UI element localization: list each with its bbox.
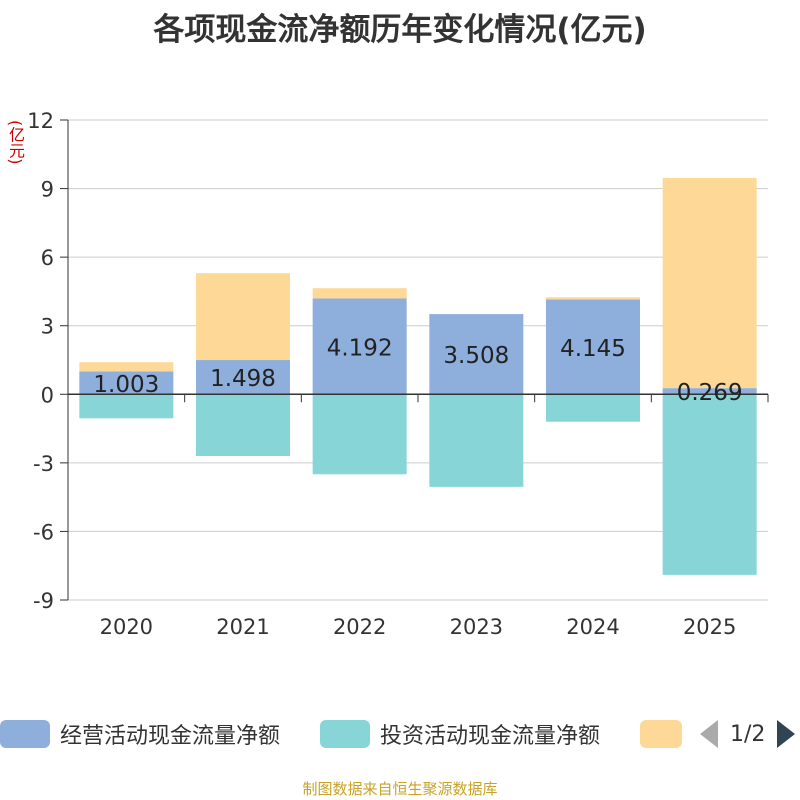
financing-bar [546,297,640,300]
data-label: 4.192 [327,335,393,361]
x-tick-label: 2022 [333,615,386,639]
investing-bar [79,394,174,419]
investing-bar [662,394,757,575]
y-tick-label: -6 [33,520,54,544]
legend-swatch-financing [640,720,682,748]
bar-chart: 12 9 6 3 0 -3 -6 -9 2020 2021 2022 2023 2024 2025 1.00… [27,109,769,639]
financing-bar [312,288,407,299]
financing-bar [662,177,757,389]
operating-bar [196,360,290,395]
legend-item-investing[interactable]: 投资活动现金流量净额 [320,716,600,752]
data-label: 1.498 [210,366,276,392]
x-tick-label: 2021 [216,615,269,639]
y-axis-unit-label: (亿元) [6,120,25,165]
y-tick-label: 12 [27,109,54,133]
operating-bar [79,371,174,395]
investing-bar [546,394,640,422]
y-tick-label: 9 [41,178,54,202]
y-tick-label: 0 [41,383,54,407]
x-tick-label: 2020 [100,615,153,639]
y-tick-label: 3 [41,315,54,339]
investing-bar [429,394,524,487]
data-label: 0.269 [677,380,743,406]
operating-bar [662,388,757,395]
legend-swatch-investing [320,720,370,748]
operating-bar [312,298,407,395]
data-source-note: 制图数据来自恒生聚源数据库 [302,780,498,798]
data-label: 4.145 [560,336,626,362]
operating-bar [429,314,524,395]
legend-pager: 1/2 [700,716,796,752]
legend-next-page-icon[interactable] [777,720,796,748]
investing-bar [196,394,290,456]
data-label: 3.508 [443,343,509,369]
legend-label-investing: 投资活动现金流量净额 [380,724,601,749]
x-tick-label: 2023 [450,615,503,639]
y-tick-label: -3 [33,452,54,476]
x-tick-label: 2024 [566,615,619,639]
chart-title: 各项现金流净额历年变化情况(亿元) [153,12,647,48]
legend-item-financing[interactable] [640,716,692,752]
legend: 经营活动现金流量净额 投资活动现金流量净额 1/2 [0,716,800,752]
legend-page-indicator: 1/2 [730,721,766,747]
financing-bar [196,273,290,361]
y-tick-label: 6 [41,246,54,270]
investing-bar [312,394,407,475]
legend-swatch-operating [0,720,50,748]
legend-item-operating[interactable]: 经营活动现金流量净额 [0,716,280,752]
legend-label-operating: 经营活动现金流量净额 [60,724,281,749]
operating-bar [546,299,640,395]
data-label: 1.003 [93,372,159,398]
y-tick-label: -9 [33,589,54,613]
x-tick-label: 2025 [683,615,736,639]
legend-prev-page-icon[interactable] [700,720,718,748]
financing-bar [79,362,174,372]
